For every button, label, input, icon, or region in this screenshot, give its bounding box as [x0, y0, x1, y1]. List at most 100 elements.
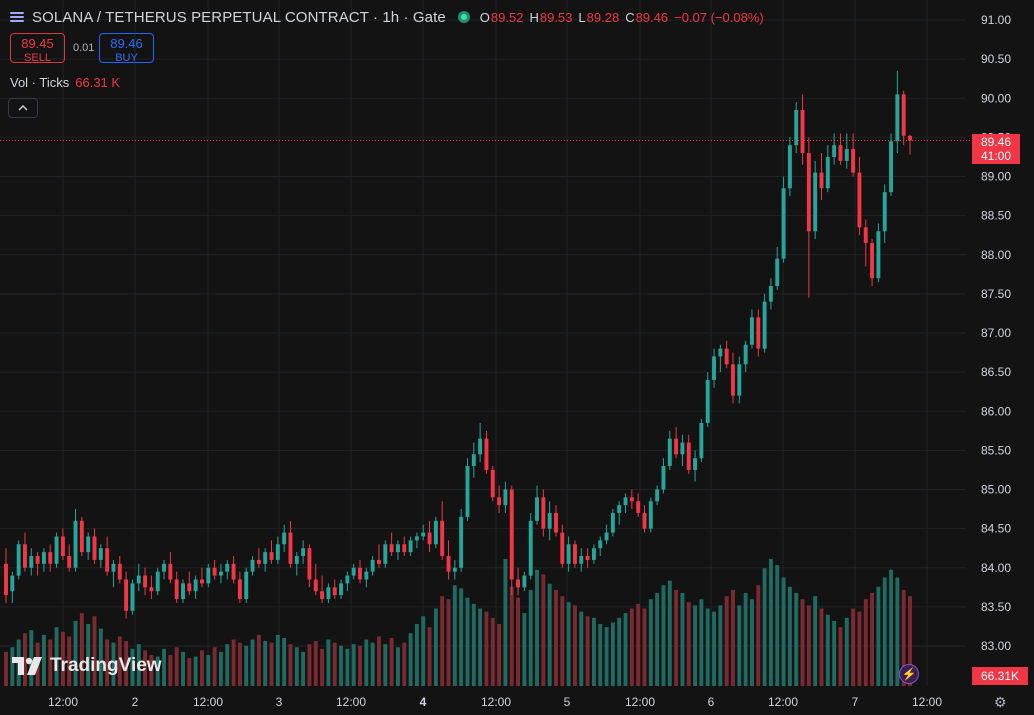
volume-bar: [244, 645, 249, 686]
volume-bar: [598, 624, 603, 686]
live-dot-icon: [457, 11, 470, 23]
volume-bar: [560, 596, 565, 686]
candle-body: [54, 536, 59, 564]
tradingview-logo-icon: [12, 657, 42, 675]
candle-body: [193, 579, 198, 592]
volume-bar: [895, 577, 900, 686]
ohlc-high: H89.53: [529, 9, 573, 25]
volume-bar: [307, 644, 312, 686]
volume-bar: [522, 613, 527, 686]
volume-bar: [629, 608, 634, 686]
volume-bar: [370, 642, 375, 686]
volume-bar: [402, 642, 407, 686]
lightning-icon[interactable]: ⚡: [899, 664, 919, 684]
volume-bar: [174, 647, 179, 686]
candle-body: [623, 497, 628, 506]
collapse-button[interactable]: [8, 98, 38, 118]
volume-bar: [187, 658, 192, 686]
candle-body: [667, 438, 672, 467]
candle-body: [421, 532, 426, 537]
candle-body: [800, 109, 805, 154]
candle-body: [655, 489, 660, 502]
volume-bar: [617, 617, 622, 686]
candle-body: [585, 556, 590, 560]
candle-body: [699, 422, 704, 459]
volume-bar: [10, 647, 15, 686]
volume-bar: [882, 577, 887, 686]
menu-icon[interactable]: [10, 10, 24, 24]
candle-body: [895, 94, 900, 142]
volume-bar: [313, 641, 318, 686]
time-tick-label: 7: [852, 695, 859, 709]
candle-body: [370, 559, 375, 572]
candle-body: [218, 571, 223, 576]
time-axis[interactable]: 12:00 2 12:00 3 12:00 4 12:00 5 12:00 6 12:00 7 12:0…: [48, 695, 942, 709]
sell-button[interactable]: 89.45 SELL: [10, 33, 65, 64]
candle-body: [395, 544, 400, 553]
volume-bar: [326, 639, 331, 686]
candles: [4, 70, 912, 619]
volume-bar: [813, 596, 818, 686]
price-axis[interactable]: 91.0090.5090.0089.5089.0088.5088.0087.50…: [981, 13, 1011, 653]
volume-bar: [876, 586, 881, 686]
candle-body: [509, 489, 514, 580]
volume-legend[interactable]: Vol · Ticks 66.31 K: [10, 75, 120, 90]
volume-bar: [452, 585, 457, 686]
volume-bar: [718, 605, 723, 686]
volume-bar: [345, 648, 350, 686]
volume-bar: [231, 639, 236, 686]
volume-bar: [497, 624, 502, 686]
candle-body: [4, 563, 8, 596]
candle-body: [124, 579, 129, 611]
volume-bar: [554, 589, 558, 686]
candle-body: [661, 466, 666, 490]
buy-button[interactable]: 89.46 BUY: [99, 33, 154, 64]
volume-bar: [503, 558, 508, 686]
candle-body: [307, 548, 312, 580]
candle-body: [92, 536, 97, 560]
volume-bar: [105, 639, 110, 686]
gear-icon[interactable]: ⚙: [994, 694, 1007, 710]
candle-body: [294, 556, 299, 564]
price-tick-label: 87.00: [981, 326, 1011, 340]
candle-body: [838, 145, 843, 161]
candle-body: [105, 548, 110, 572]
volume-bar: [901, 589, 906, 686]
volume-bar: [218, 651, 223, 686]
volume-bar: [282, 637, 287, 686]
candle-body: [86, 536, 91, 553]
candle-body: [547, 512, 552, 529]
candle-body: [617, 505, 622, 513]
volume-bars: [4, 558, 912, 686]
candle-body: [67, 556, 72, 568]
candle-body: [832, 145, 837, 157]
candle-body: [737, 364, 742, 396]
volume-bar: [54, 627, 59, 686]
candle-body: [320, 591, 325, 600]
volume-bar: [263, 641, 268, 686]
brand-name: TradingView: [50, 655, 162, 676]
candle-body: [768, 286, 773, 302]
candle-body: [743, 344, 748, 365]
volume-bar: [111, 642, 116, 686]
volume-bar: [389, 637, 394, 686]
trade-panel: 89.45 SELL 0.01 89.46 BUY: [10, 33, 154, 64]
price-tick-label: 87.50: [981, 287, 1011, 301]
volume-bar: [41, 634, 46, 686]
tradingview-logo[interactable]: TradingView: [12, 655, 162, 677]
candle-body: [705, 379, 710, 423]
candle-body: [648, 501, 653, 529]
volume-bar: [585, 616, 590, 686]
volume-bar: [749, 599, 754, 686]
volume-bar: [908, 596, 912, 686]
candle-body: [762, 301, 767, 349]
candle-body: [598, 540, 603, 549]
price-tick-label: 90.50: [981, 52, 1011, 66]
ohlc-close: C89.46: [625, 9, 669, 25]
volume-bar: [408, 633, 413, 686]
candle-body: [471, 454, 476, 467]
candle-body: [459, 516, 464, 568]
symbol-title[interactable]: SOLANA / TETHERUS PERPETUAL CONTRACT · 1…: [32, 8, 446, 26]
candle-body: [155, 571, 160, 592]
